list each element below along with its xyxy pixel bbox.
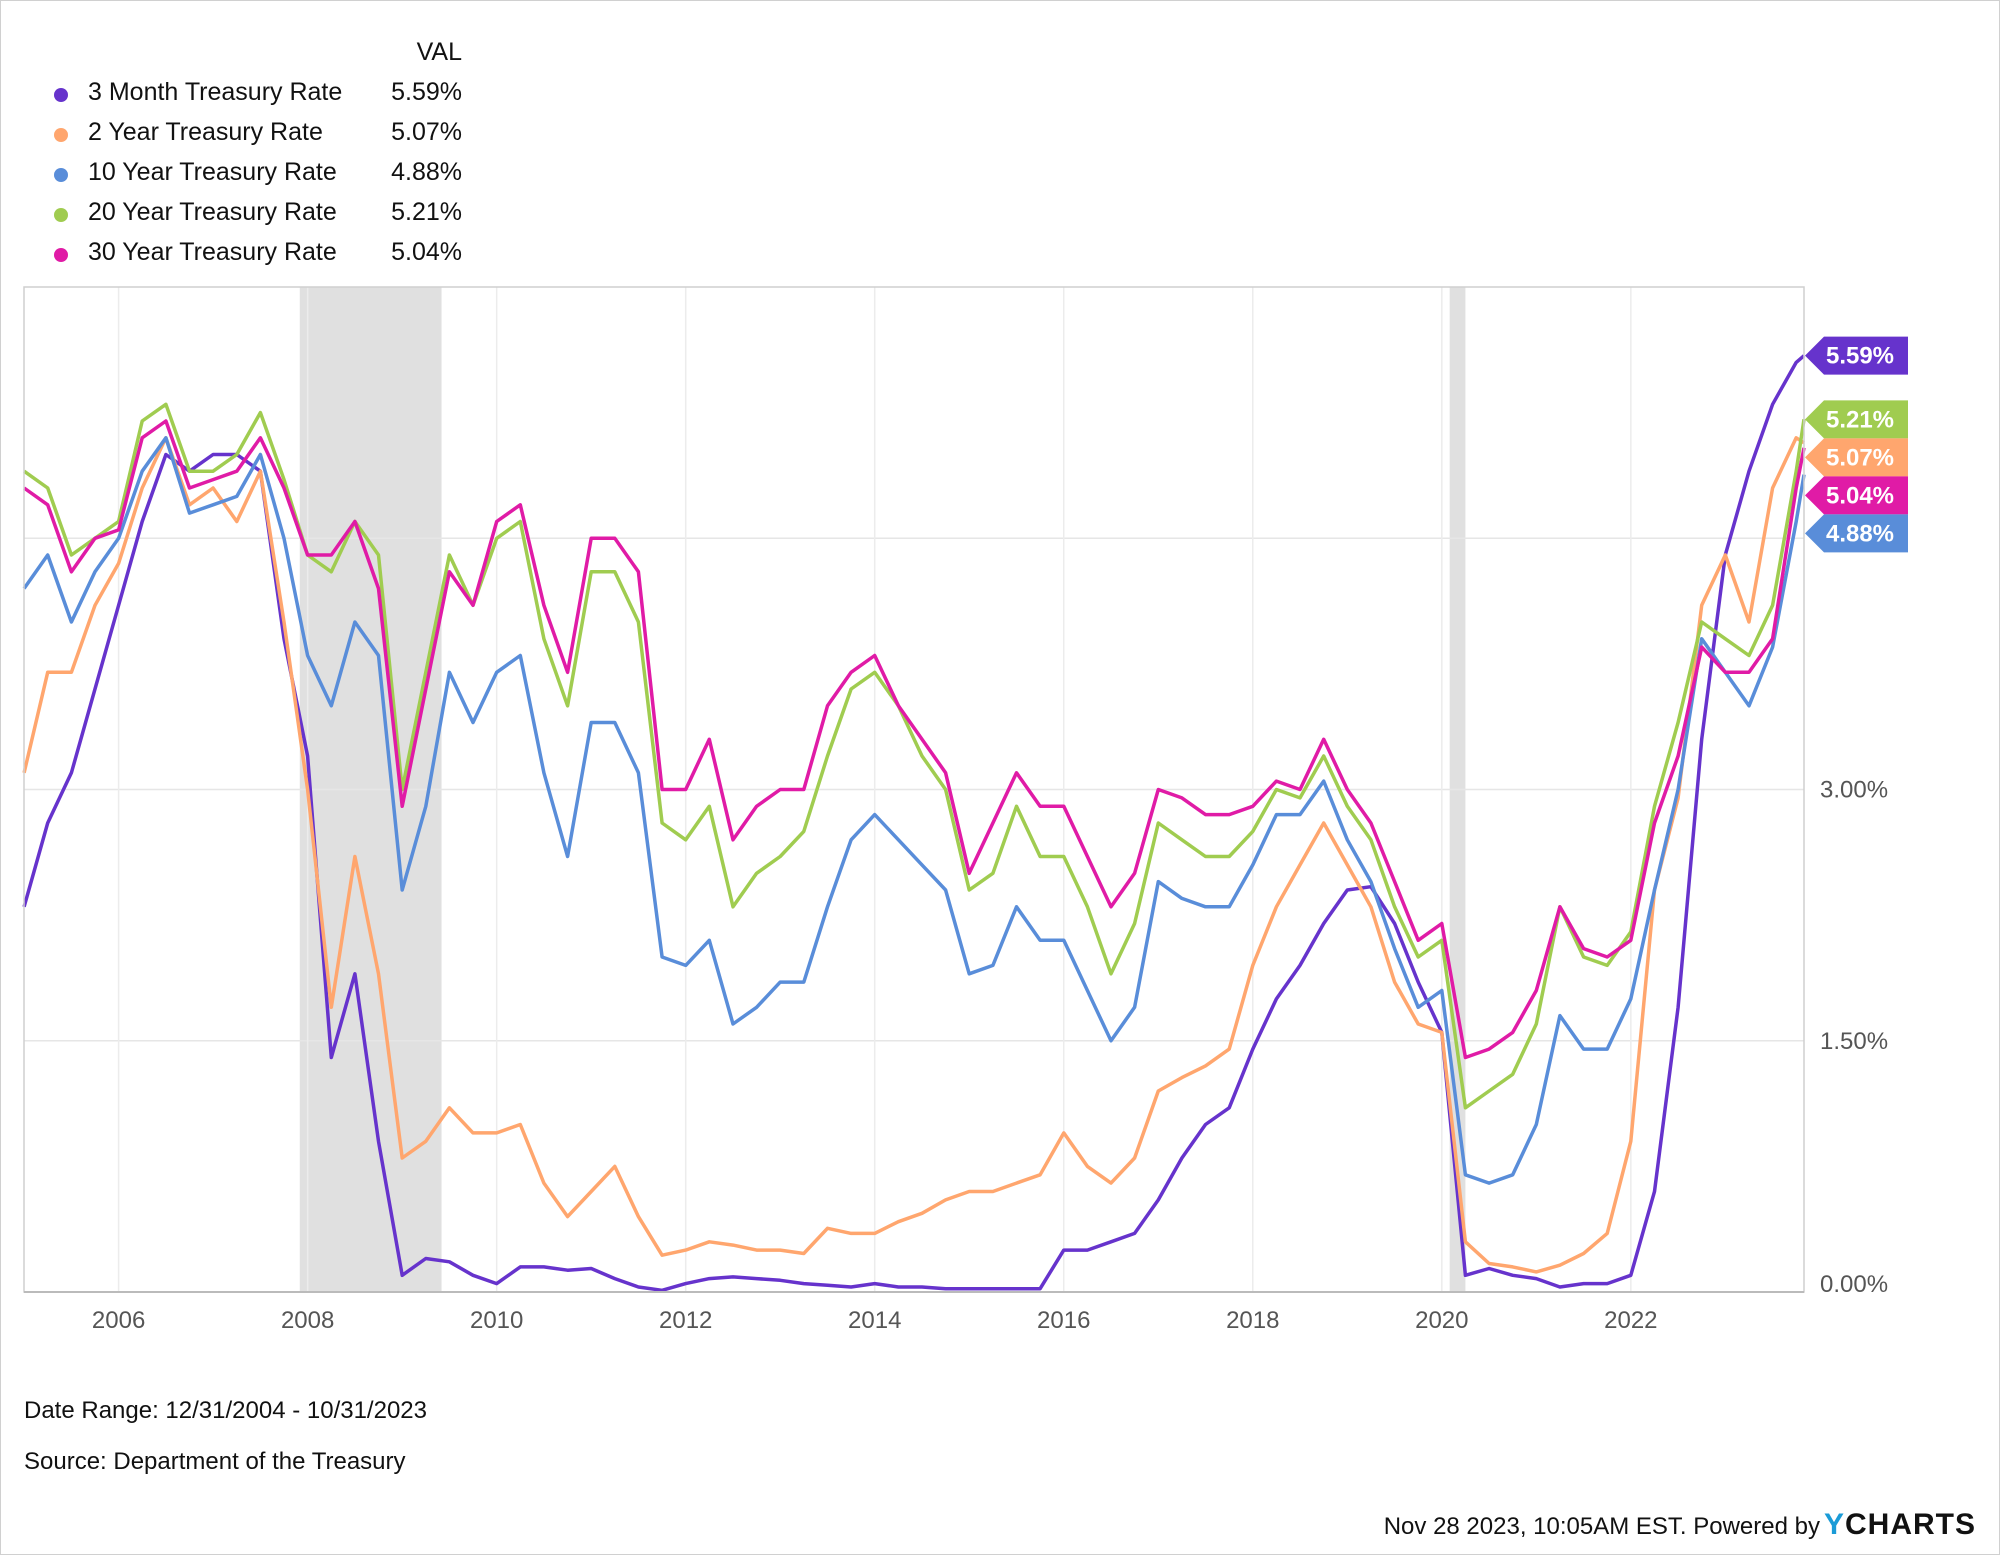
- y-tick-label: 3.00%: [1820, 777, 1888, 804]
- end-label-tag: [1805, 336, 1908, 375]
- ycharts-logo[interactable]: YCHARTS: [1824, 1508, 1976, 1542]
- series-line-20-year-treasury-rate: [23, 402, 1806, 1110]
- end-value-label: 5.21%: [1805, 400, 1908, 439]
- series-line-10-year-treasury-rate: [22, 436, 1806, 1185]
- series-dot-icon: [54, 168, 68, 182]
- x-tick-label: 2016: [1037, 1307, 1090, 1334]
- legend-value: 5.07%: [391, 118, 462, 146]
- series-dot-icon: [54, 248, 68, 262]
- source-note: Source: Department of the Treasury: [24, 1448, 406, 1475]
- x-tick-label: 2010: [470, 1307, 523, 1334]
- end-value-label: 4.88%: [1805, 514, 1908, 553]
- series-line-2-year-treasury-rate: [22, 436, 1805, 1274]
- series-dot-icon: [54, 208, 68, 222]
- end-value-label: 5.59%: [1805, 336, 1908, 375]
- legend-label: 30 Year Treasury Rate: [88, 238, 337, 266]
- legend-item-3-month[interactable]: 3 Month Treasury Rate 5.59%: [0, 76, 470, 112]
- logo-y: Y: [1823, 1508, 1845, 1541]
- legend-label: 20 Year Treasury Rate: [88, 198, 337, 226]
- x-tick-label: 2018: [1226, 1307, 1279, 1334]
- x-tick-label: 2020: [1415, 1307, 1468, 1334]
- x-tick-label: 2012: [659, 1307, 712, 1334]
- legend-label: 3 Month Treasury Rate: [88, 78, 343, 106]
- series-dot-icon: [54, 88, 68, 102]
- y-tick-label: 1.50%: [1820, 1028, 1888, 1055]
- logo-text: CHARTS: [1845, 1508, 1976, 1541]
- series-line-30-year-treasury-rate: [23, 419, 1806, 1060]
- timestamp: Nov 28 2023, 10:05AM EST. Powered by: [1383, 1513, 1820, 1540]
- series-line-3-month-treasury-rate: [22, 354, 1806, 1293]
- line-chart: 2006 2008 2010 2012 2014 2016 2018 2020 2022 0.00…: [22, 286, 1908, 1334]
- end-label-tag: [1805, 438, 1908, 477]
- end-value-label: 5.04%: [1805, 476, 1908, 515]
- end-label-text: 5.59%: [1826, 343, 1894, 370]
- legend-item-10-year[interactable]: 10 Year Treasury Rate 4.88%: [0, 156, 470, 192]
- legend-value: 4.88%: [391, 158, 462, 186]
- y-tick-label: 0.00%: [1820, 1271, 1888, 1298]
- legend-header: VAL: [416, 38, 462, 66]
- date-range: Date Range: 12/31/2004 - 10/31/2023: [24, 1397, 427, 1424]
- legend-value: 5.04%: [391, 238, 462, 266]
- end-value-label: 5.07%: [1805, 438, 1908, 477]
- legend-item-2-year[interactable]: 2 Year Treasury Rate 5.07%: [0, 116, 470, 152]
- legend-label: 10 Year Treasury Rate: [88, 158, 337, 186]
- legend-item-30-year[interactable]: 30 Year Treasury Rate 5.04%: [0, 236, 470, 272]
- legend-value: 5.59%: [391, 78, 462, 106]
- end-label-text: 5.04%: [1826, 482, 1894, 509]
- end-label-text: 4.88%: [1826, 520, 1894, 547]
- x-tick-label: 2006: [92, 1307, 145, 1334]
- end-label-tag: [1805, 476, 1908, 515]
- end-label-tag: [1805, 400, 1908, 439]
- legend-label: 2 Year Treasury Rate: [88, 118, 323, 146]
- end-label-text: 5.07%: [1826, 444, 1894, 471]
- end-label-text: 5.21%: [1826, 406, 1894, 433]
- end-label-tag: [1805, 514, 1908, 553]
- x-tick-label: 2014: [848, 1307, 901, 1334]
- x-tick-label: 2008: [281, 1307, 334, 1334]
- legend-value: 5.21%: [391, 198, 462, 226]
- x-tick-label: 2022: [1604, 1307, 1657, 1334]
- series-dot-icon: [54, 128, 68, 142]
- legend-item-20-year[interactable]: 20 Year Treasury Rate 5.21%: [0, 196, 470, 232]
- footer-credit: Nov 28 2023, 10:05AM EST. Powered by YCH…: [1384, 1508, 1976, 1542]
